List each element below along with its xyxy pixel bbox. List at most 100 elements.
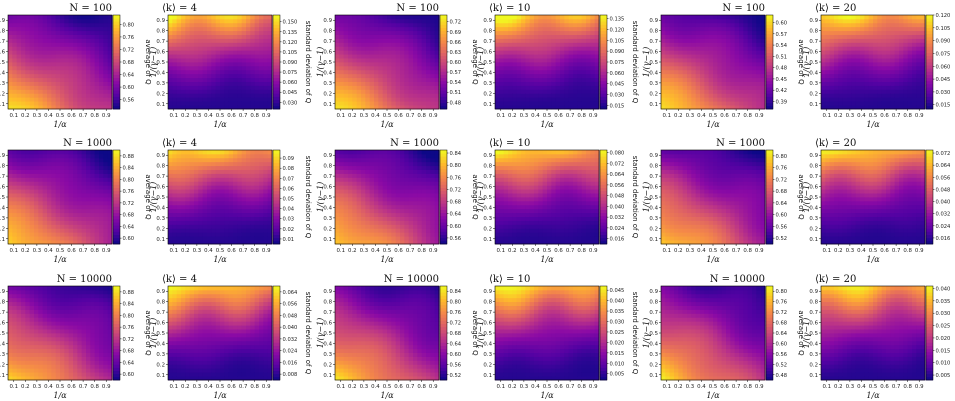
heatmap-cell: [64, 65, 70, 71]
colorbar-tick-label: 0.64: [123, 224, 135, 230]
heatmap-cell: [51, 208, 57, 214]
heatmap-cell: [51, 232, 57, 237]
heatmap-cell: [503, 18, 509, 24]
heatmap-cell: [215, 73, 221, 79]
heatmap-cell: [838, 89, 844, 94]
heatmap-cell: [47, 208, 52, 214]
heatmap-cell: [564, 15, 570, 20]
heatmap-cell: [8, 189, 13, 194]
colorbar-tick-label: 0.54: [450, 80, 462, 86]
heatmap-cell: [743, 77, 749, 82]
colorbar-segment: [926, 74, 933, 79]
heatmap-cell: [538, 85, 544, 90]
heatmap-cell: [246, 50, 251, 55]
heatmap-cell: [687, 34, 692, 39]
heatmap-cell: [233, 34, 238, 39]
heatmap-cell: [55, 200, 61, 206]
heatmap-cell: [717, 26, 723, 32]
heatmap-cell: [860, 26, 865, 32]
heatmap-cell: [842, 62, 848, 67]
heatmap-cell: [168, 30, 173, 35]
heatmap-cell: [534, 18, 539, 24]
heatmap-cell: [176, 58, 182, 63]
heatmap-cell: [38, 65, 44, 71]
x-tick-label: 0.1: [9, 248, 18, 254]
y-tick-label: 0.4: [323, 70, 332, 76]
heatmap-cell: [395, 77, 401, 82]
heatmap-cell: [246, 77, 251, 82]
heatmap-cell: [747, 30, 753, 35]
heatmap-cell: [434, 50, 440, 55]
heatmap-cell: [678, 34, 684, 39]
heatmap-cell: [103, 18, 109, 24]
heatmap-cell: [348, 77, 353, 82]
heatmap-cell: [547, 50, 552, 55]
heatmap-cell: [42, 216, 48, 221]
heatmap-cell: [395, 50, 401, 55]
heatmap-cell: [590, 38, 596, 43]
heatmap-cell: [220, 77, 225, 82]
heatmap-cell: [181, 240, 186, 245]
heatmap-cell: [189, 50, 195, 55]
heatmap-cell: [868, 97, 874, 102]
colorbar-segment: [113, 46, 120, 50]
heatmap-cell: [21, 89, 26, 94]
heatmap-cell: [12, 204, 18, 210]
colorbar-segment: [273, 83, 280, 88]
heatmap-cell: [730, 93, 736, 98]
heatmap-cell: [224, 97, 230, 102]
heatmap-cell: [267, 34, 273, 39]
heatmap-cell: [189, 185, 195, 190]
heatmap-cell: [47, 224, 52, 229]
heatmap-cell: [734, 93, 740, 98]
heatmap-cell: [55, 189, 61, 194]
heatmap-cell: [864, 69, 870, 75]
heatmap-cell: [661, 22, 666, 28]
heatmap-cell: [215, 177, 221, 182]
heatmap-cell: [365, 30, 371, 35]
heatmap-cell: [103, 42, 109, 47]
x-tick-label: 0.7: [406, 113, 415, 119]
heatmap-cell: [851, 81, 857, 86]
heatmap-cell: [739, 58, 744, 63]
heatmap-cell: [211, 212, 217, 217]
heatmap-cell: [687, 85, 692, 90]
heatmap-cell: [899, 34, 904, 39]
heatmap-cell: [25, 200, 31, 206]
heatmap-cell: [899, 18, 904, 24]
heatmap-cell: [920, 58, 926, 63]
heatmap-cell: [34, 18, 39, 24]
heatmap-cell: [12, 46, 18, 51]
heatmap-cell: [12, 69, 18, 75]
heatmap-cell: [538, 77, 544, 82]
heatmap-cell: [374, 26, 379, 32]
heatmap-cell: [568, 42, 574, 47]
heatmap-cell: [263, 69, 269, 75]
heatmap-cell: [708, 81, 714, 86]
heatmap-cell: [730, 50, 736, 55]
heatmap-cell: [756, 58, 762, 63]
heatmap-cell: [42, 42, 48, 47]
heatmap-cell: [886, 15, 891, 20]
heatmap-cell: [237, 77, 243, 82]
heatmap-cell: [920, 77, 926, 82]
heatmap-cell: [573, 54, 578, 59]
x-tick-label: 0.8: [743, 113, 752, 119]
heatmap-cell: [90, 212, 96, 217]
heatmap-cell: [495, 58, 500, 63]
heatmap-cell: [73, 200, 78, 206]
heatmap-cell: [202, 150, 208, 155]
heatmap-cell: [538, 73, 544, 79]
heatmap-cell: [886, 58, 891, 63]
heatmap-cell: [55, 18, 61, 24]
heatmap-cell: [717, 89, 723, 94]
heatmap-cell: [434, 89, 440, 94]
heatmap-cell: [189, 216, 195, 221]
heatmap-cell: [259, 101, 264, 106]
heatmap-cell: [829, 22, 835, 28]
heatmap-cell: [220, 204, 225, 210]
heatmap-cell: [864, 15, 870, 20]
heatmap-cell: [547, 85, 552, 90]
heatmap-cell: [547, 38, 552, 43]
heatmap-cell: [55, 240, 61, 245]
